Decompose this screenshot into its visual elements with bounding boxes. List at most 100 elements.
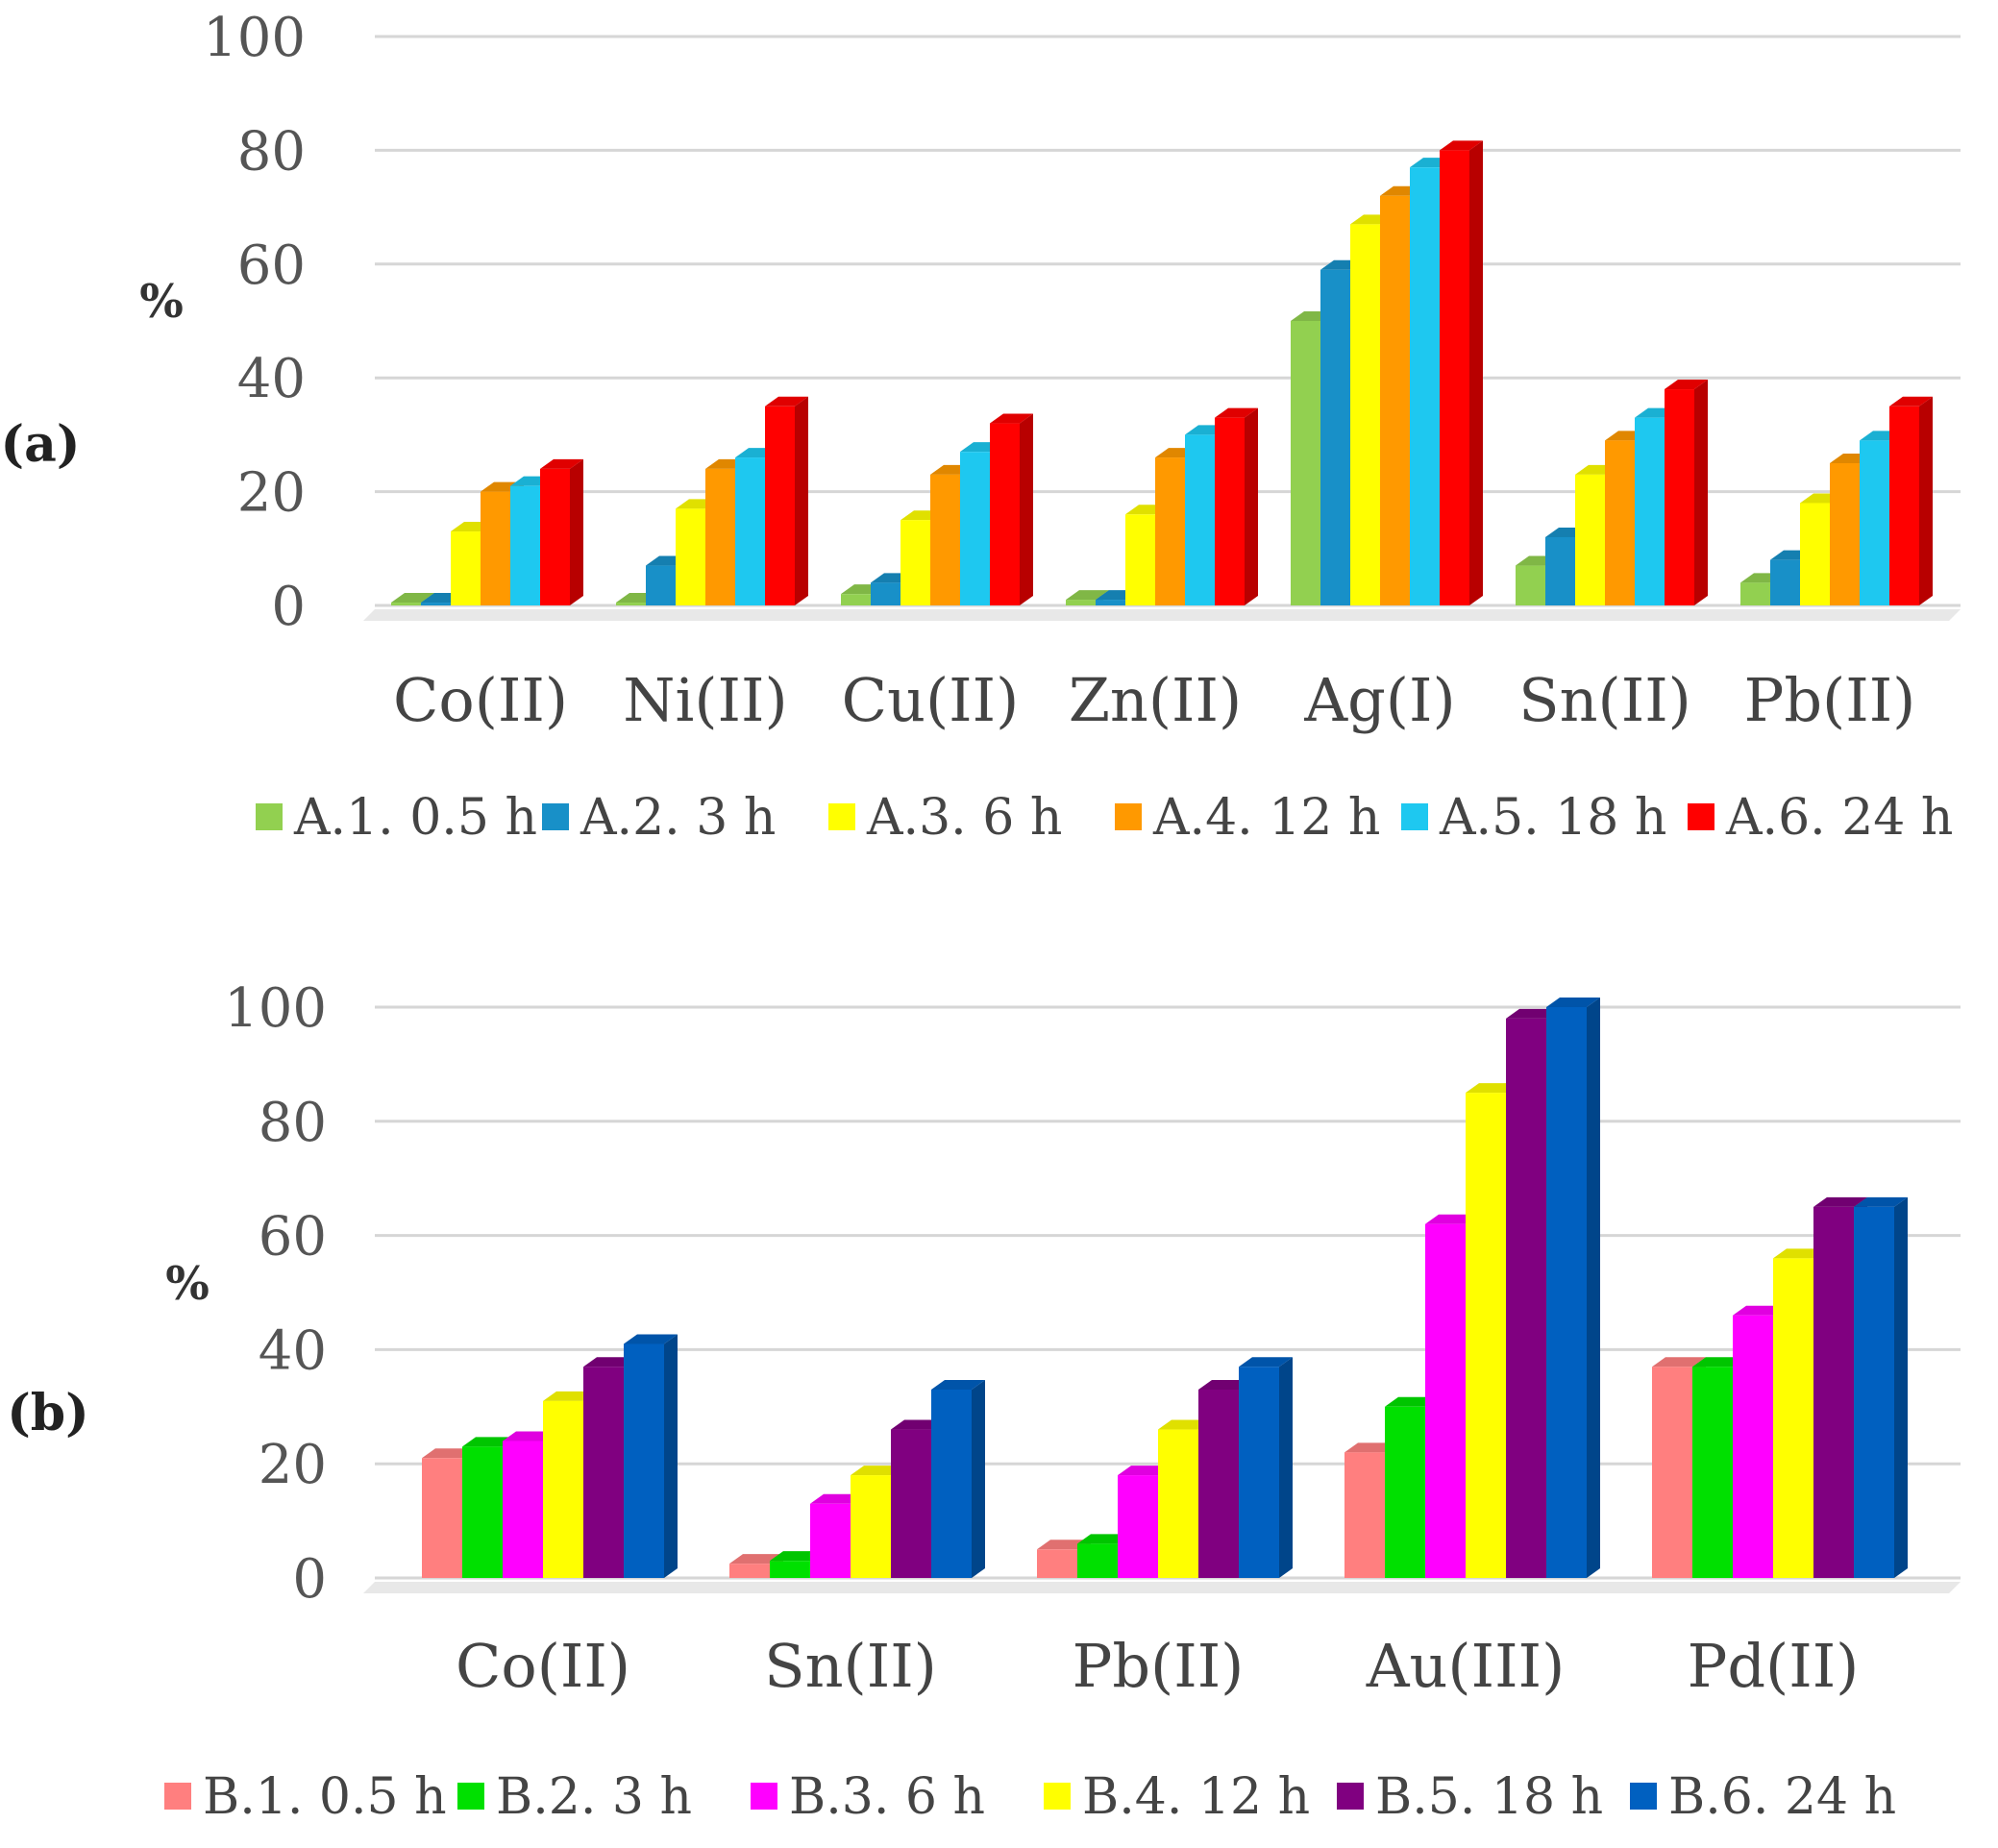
category-label: Cu(II): [842, 665, 1020, 735]
bar: [1291, 321, 1320, 605]
bar: [1652, 1367, 1692, 1578]
bar-side: [795, 396, 808, 605]
legend-label: B.3. 6 h: [789, 1768, 985, 1826]
bar-side: [1469, 140, 1483, 605]
legend-swatch: [1688, 803, 1714, 830]
y-tick-label: 20: [259, 1434, 327, 1496]
bar: [543, 1400, 583, 1578]
bar: [676, 508, 705, 605]
bar: [391, 603, 421, 605]
bar: [1096, 600, 1125, 605]
bar: [810, 1503, 851, 1578]
category-label: Ni(II): [623, 665, 787, 735]
y-tick-label: 0: [271, 576, 306, 638]
y-axis-label: %: [139, 275, 184, 329]
bar: [1385, 1406, 1425, 1578]
bar: [1830, 463, 1860, 605]
bar: [1516, 565, 1545, 605]
bar: [1185, 434, 1215, 605]
bar: [851, 1475, 891, 1578]
bar-side: [1694, 380, 1708, 605]
y-tick-label: 80: [237, 120, 306, 183]
bar-top: [1854, 1196, 1908, 1207]
bar: [1770, 559, 1800, 605]
bar: [891, 1429, 931, 1578]
bar: [462, 1446, 503, 1578]
bar: [1320, 269, 1350, 605]
category-label: Pb(II): [1073, 1631, 1245, 1701]
bar: [1854, 1206, 1894, 1578]
bar: [503, 1441, 543, 1578]
bar: [931, 1389, 972, 1578]
bar-top: [990, 413, 1033, 424]
bar: [1077, 1543, 1118, 1578]
bar-side: [664, 1334, 678, 1578]
chart-floor: [363, 1582, 1961, 1593]
legend-label: B.6. 24 h: [1668, 1768, 1896, 1826]
bar: [1125, 514, 1155, 605]
bar-top: [1665, 380, 1708, 390]
bar: [1605, 440, 1635, 605]
panel-label: (a): [1, 415, 81, 474]
legend-label: B.4. 12 h: [1082, 1768, 1310, 1826]
bar-side: [1587, 998, 1600, 1578]
legend-label: A.2. 3 h: [580, 789, 776, 847]
bar: [705, 468, 735, 605]
y-tick-label: 60: [259, 1206, 327, 1269]
legend-label: A.4. 12 h: [1152, 789, 1380, 847]
category-label: Pd(II): [1688, 1631, 1860, 1701]
bar: [421, 603, 451, 605]
bar: [1239, 1367, 1279, 1578]
legend-swatch: [1630, 1783, 1657, 1810]
category-label: Au(III): [1366, 1631, 1566, 1701]
bar-top: [765, 396, 808, 407]
legend-swatch: [828, 803, 855, 830]
bar: [729, 1564, 770, 1578]
bar-top: [1215, 407, 1258, 418]
y-tick-label: 60: [237, 234, 306, 297]
y-tick-label: 100: [203, 7, 306, 69]
bar: [1773, 1258, 1813, 1578]
bar-side: [570, 458, 583, 605]
bar-side: [1245, 407, 1258, 605]
bar-top: [1239, 1357, 1293, 1368]
bar: [1466, 1093, 1506, 1578]
bar-top: [624, 1334, 678, 1344]
bar-top: [1440, 140, 1483, 151]
bar: [960, 452, 990, 605]
bar: [510, 485, 540, 605]
bar-top: [931, 1379, 985, 1390]
legend-swatch: [457, 1783, 484, 1810]
bar: [1410, 167, 1440, 605]
panel-label: (b): [7, 1384, 89, 1442]
bar: [1198, 1389, 1239, 1578]
bar: [1740, 582, 1770, 605]
bar: [1158, 1429, 1198, 1578]
category-label: Co(II): [456, 1631, 630, 1701]
bar: [616, 603, 646, 605]
chart-panel-b: 0 20 40 60 80 100% (b) Co(II) Sn(II) Pb(II) Au(III…: [7, 977, 1961, 1826]
category-label: Zn(II): [1069, 665, 1242, 735]
bar: [1350, 224, 1380, 606]
bar-top: [540, 458, 583, 469]
category-label: Co(II): [393, 665, 568, 735]
bar: [1155, 457, 1185, 605]
bar: [1575, 474, 1605, 605]
bar: [646, 565, 676, 605]
category-label: Sn(II): [764, 1631, 937, 1701]
bar: [841, 594, 871, 605]
legend-swatch: [542, 803, 569, 830]
legend-label: B.2. 3 h: [496, 1768, 692, 1826]
bar: [1066, 600, 1096, 605]
legend-swatch: [164, 1783, 191, 1810]
bar: [540, 468, 570, 605]
y-axis-label: %: [165, 1257, 210, 1311]
bar-side: [1919, 396, 1933, 605]
bar-top: [1066, 590, 1109, 601]
bar: [1800, 503, 1830, 605]
legend-swatch: [1401, 803, 1428, 830]
bar: [1635, 417, 1665, 605]
bar: [1545, 536, 1575, 605]
bar: [1440, 150, 1469, 605]
